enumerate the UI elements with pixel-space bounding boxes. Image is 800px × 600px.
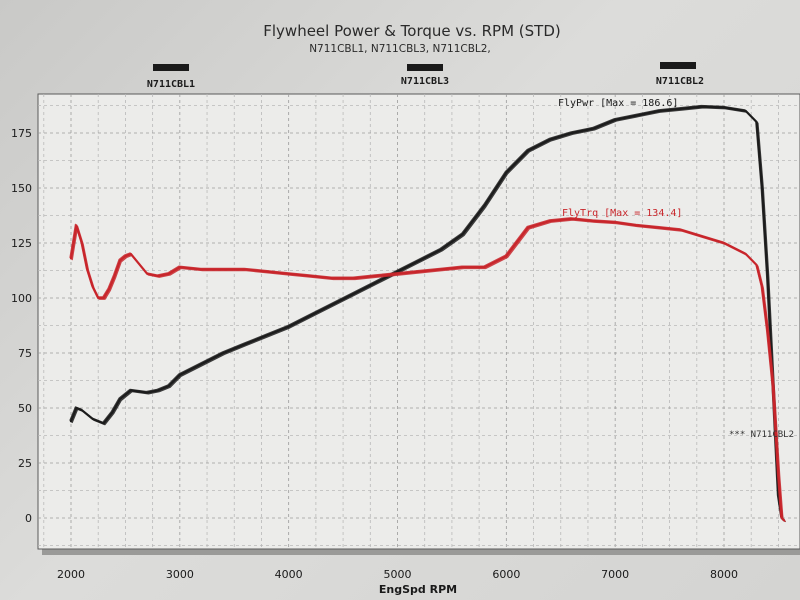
legend-label-n711cbl1: N711CBL1 bbox=[147, 79, 195, 90]
flytrq-line-run-3 bbox=[69, 217, 784, 520]
power-max-annotation: FlyPwr [Max = 186.6] bbox=[558, 98, 678, 109]
y-tick-label: 175 bbox=[11, 127, 32, 140]
y-tick-label: 100 bbox=[11, 292, 32, 305]
legend: N711CBL1 N711CBL3 N711CBL2 bbox=[147, 62, 704, 90]
flytrq-line-run-2 bbox=[71, 219, 786, 523]
axis-ticks: 2000 3000 4000 5000 6000 7000 8000 0 25 50 75 100 12… bbox=[11, 127, 738, 581]
plot-area bbox=[37, 93, 800, 550]
legend-swatch-n711cbl1 bbox=[153, 64, 189, 71]
series bbox=[69, 104, 786, 523]
y-tick-label: 50 bbox=[18, 402, 32, 415]
x-tick-label: 2000 bbox=[57, 568, 85, 581]
side-note: *** N711CBL2 bbox=[729, 430, 794, 440]
x-tick-label: 7000 bbox=[601, 568, 629, 581]
flypwr-line-run-2 bbox=[71, 107, 786, 523]
x-tick-label: 6000 bbox=[492, 568, 520, 581]
legend-label-n711cbl3: N711CBL3 bbox=[401, 76, 449, 87]
x-tick-label: 5000 bbox=[384, 568, 412, 581]
flypwr-line-run-3 bbox=[69, 104, 784, 520]
y-tick-label: 150 bbox=[11, 182, 32, 195]
torque-max-annotation: FlyTrq [Max = 134.4] bbox=[562, 208, 682, 219]
grid bbox=[38, 94, 800, 549]
y-tick-label: 75 bbox=[18, 347, 32, 360]
x-tick-label: 8000 bbox=[710, 568, 738, 581]
chart-title: Flywheel Power & Torque vs. RPM (STD) bbox=[263, 22, 561, 40]
y-tick-label: 125 bbox=[11, 237, 32, 250]
flypwr-line-run-1 bbox=[69, 105, 786, 522]
x-axis-title: EngSpd RPM bbox=[379, 583, 457, 596]
legend-swatch-n711cbl3 bbox=[407, 64, 443, 71]
legend-swatch-n711cbl2 bbox=[660, 62, 696, 69]
legend-label-n711cbl2: N711CBL2 bbox=[656, 76, 704, 87]
x-tick-label: 3000 bbox=[166, 568, 194, 581]
x-tick-label: 4000 bbox=[275, 568, 303, 581]
y-tick-label: 25 bbox=[18, 457, 32, 470]
chart-subtitle: N711CBL1, N711CBL3, N711CBL2, bbox=[309, 43, 491, 55]
y-tick-label: 0 bbox=[25, 512, 32, 525]
